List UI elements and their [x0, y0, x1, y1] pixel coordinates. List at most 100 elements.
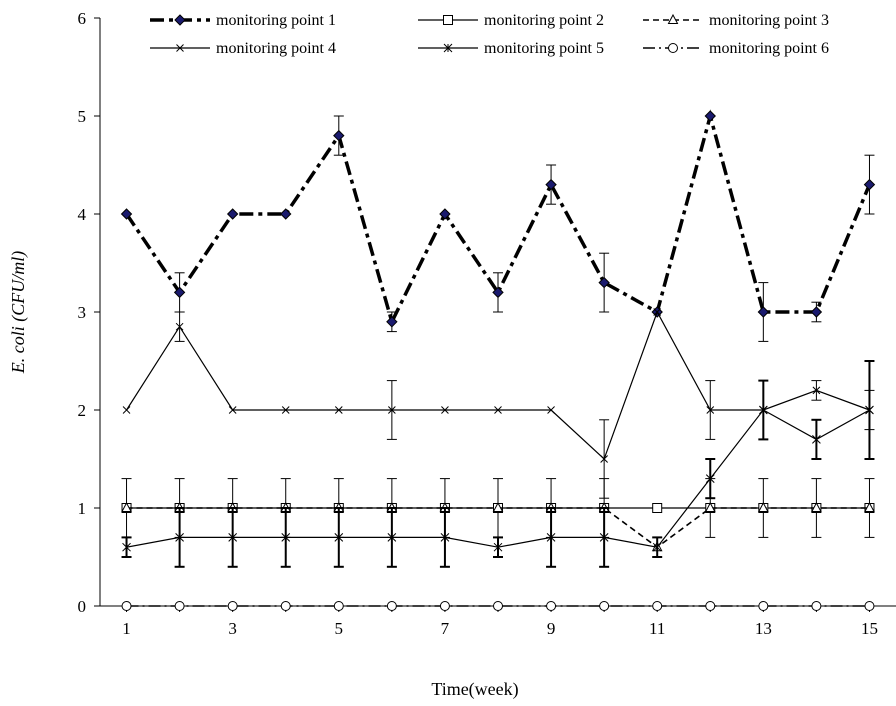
data-point — [652, 601, 663, 611]
legend-label: monitoring point 1 — [216, 12, 336, 29]
data-point — [176, 44, 184, 52]
series-4 — [122, 308, 875, 499]
legend-item-6: monitoring point 6 — [643, 40, 829, 57]
data-point — [600, 455, 608, 463]
data-point — [333, 129, 345, 142]
data-point — [668, 43, 678, 53]
data-point — [227, 601, 238, 611]
data-point — [121, 501, 132, 512]
data-point — [386, 601, 397, 611]
data-point — [546, 601, 557, 611]
y-axis-title: E. coli (CFU/ml) — [8, 251, 29, 374]
y-tick-label: 2 — [78, 401, 87, 420]
data-point — [443, 43, 453, 53]
data-point — [226, 208, 239, 220]
data-point — [387, 533, 397, 542]
data-point — [706, 406, 715, 414]
legend-item-3: monitoring point 3 — [643, 12, 829, 29]
data-point — [280, 601, 291, 611]
data-point — [439, 208, 451, 220]
data-point — [122, 406, 131, 414]
data-point — [228, 406, 237, 414]
x-tick-label: 7 — [441, 619, 450, 638]
legend-label: monitoring point 6 — [709, 40, 829, 57]
x-tick-label: 1 — [122, 619, 131, 638]
data-point — [598, 276, 610, 289]
data-point — [864, 501, 875, 512]
series-6 — [121, 601, 875, 611]
y-tick-label: 4 — [78, 205, 87, 224]
data-point — [812, 435, 821, 444]
data-point — [810, 306, 823, 318]
x-tick-label: 11 — [649, 619, 665, 638]
data-point — [281, 533, 291, 542]
series-line — [125, 109, 872, 327]
x-axis-title: Time(week) — [431, 679, 518, 700]
data-point — [228, 533, 238, 542]
data-point — [545, 178, 557, 191]
data-point — [652, 503, 663, 513]
data-point — [386, 316, 398, 328]
x-tick-label: 3 — [228, 619, 237, 638]
data-point — [439, 601, 450, 611]
series-line — [126, 310, 870, 461]
data-point — [281, 406, 290, 414]
data-point — [492, 286, 504, 299]
data-point — [811, 601, 822, 611]
data-point — [704, 501, 716, 512]
data-point — [441, 406, 449, 414]
y-tick-label: 3 — [78, 303, 87, 322]
data-point — [388, 406, 396, 414]
data-point — [705, 601, 716, 611]
data-point — [494, 406, 502, 414]
legend: monitoring point 1 monitoring point 2 moni… — [150, 12, 829, 57]
data-point — [704, 110, 716, 122]
data-point — [599, 601, 610, 611]
data-point — [599, 533, 609, 542]
legend-label: monitoring point 3 — [709, 12, 829, 29]
data-point — [652, 542, 662, 552]
y-tick-label: 6 — [78, 9, 87, 28]
data-point — [333, 601, 344, 611]
data-point — [667, 13, 679, 24]
data-point — [864, 601, 875, 611]
legend-item-4: monitoring point 4 — [150, 40, 336, 57]
legend-item-5: monitoring point 5 — [418, 40, 604, 57]
data-point — [546, 533, 556, 542]
data-point — [121, 601, 132, 611]
data-point — [653, 308, 662, 316]
legend-item-2: monitoring point 2 — [418, 12, 604, 29]
data-point — [492, 501, 504, 512]
legend-label: monitoring point 5 — [484, 40, 604, 57]
x-tick-label: 5 — [335, 619, 344, 638]
data-point — [175, 533, 184, 542]
data-point — [280, 208, 292, 220]
data-point — [758, 405, 768, 415]
data-point — [547, 406, 555, 414]
data-point — [811, 501, 822, 512]
legend-label: monitoring point 4 — [216, 40, 336, 57]
data-point — [865, 405, 874, 415]
data-point — [493, 601, 503, 611]
data-point — [863, 178, 876, 191]
data-point — [120, 208, 133, 220]
data-point — [705, 474, 715, 483]
data-point — [757, 306, 770, 318]
data-point — [334, 533, 344, 542]
series-layer — [120, 109, 876, 611]
data-point — [174, 14, 186, 26]
data-point — [175, 322, 184, 331]
y-tick-label: 5 — [78, 107, 87, 126]
y-tick-label: 1 — [78, 499, 87, 518]
data-point — [758, 501, 769, 512]
data-point — [334, 406, 343, 414]
series-5 — [121, 360, 875, 568]
x-tick-label: 15 — [861, 619, 878, 638]
data-point — [122, 542, 131, 552]
y-tick-label: 0 — [78, 597, 87, 616]
series-1 — [120, 109, 876, 342]
data-point — [443, 15, 453, 25]
data-point — [174, 601, 185, 611]
x-tick-label: 13 — [755, 619, 772, 638]
